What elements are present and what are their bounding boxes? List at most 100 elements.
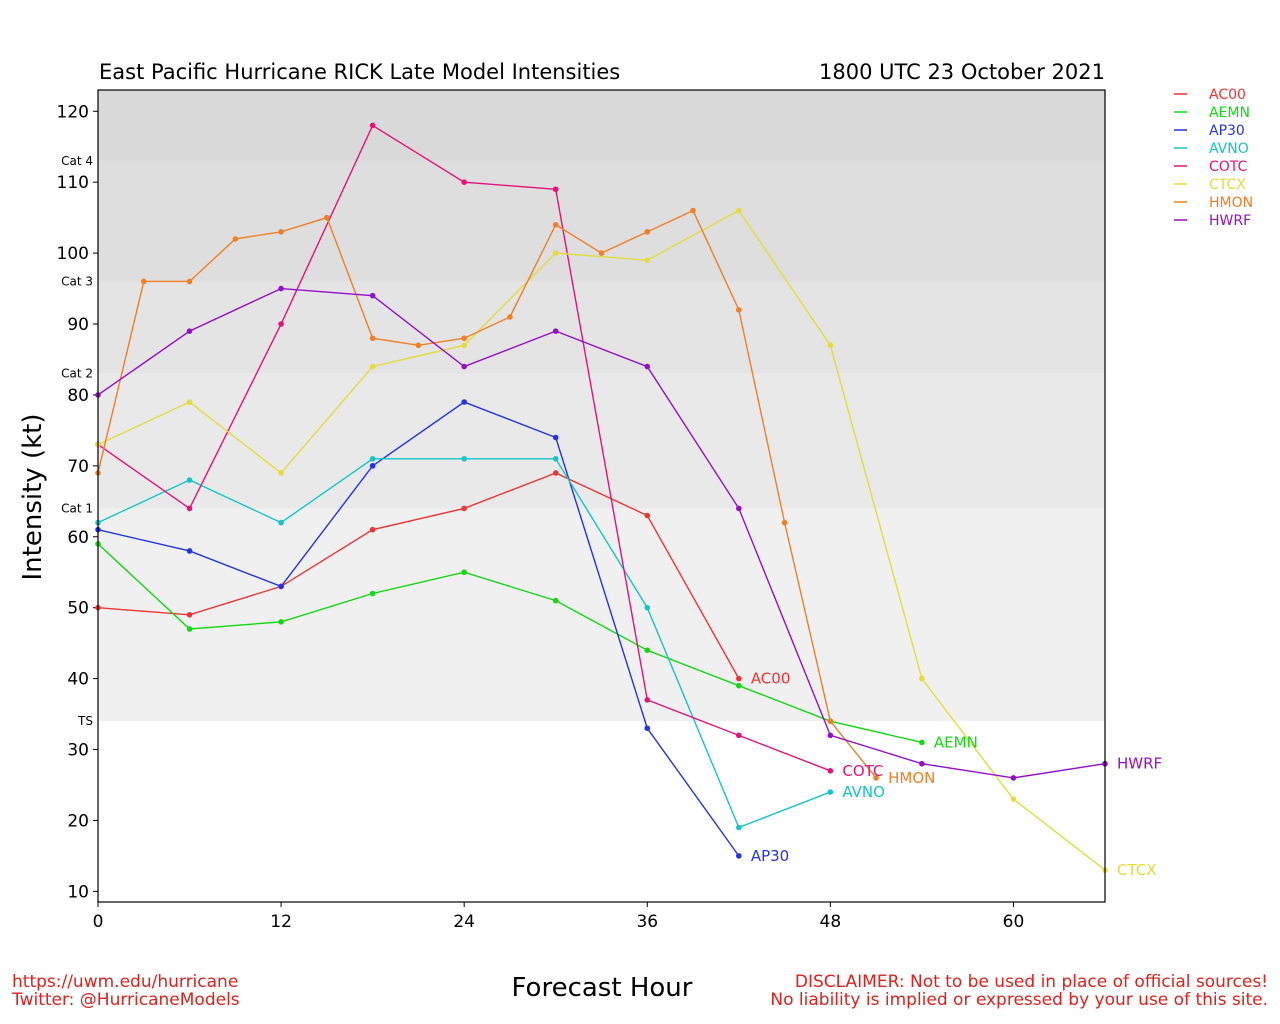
data-point-hmon [186, 278, 193, 285]
series-ap30 [95, 399, 742, 859]
x-tick-label: 24 [453, 912, 475, 932]
legend-label-ctcx: CTCX [1209, 177, 1246, 193]
y-tick-label: 110 [57, 173, 89, 193]
data-point-hmon [873, 775, 879, 781]
y-tick-label: 20 [67, 811, 89, 831]
series-cotc [95, 122, 834, 774]
data-point-ctcx [919, 675, 925, 682]
data-point-hmon [278, 229, 284, 235]
data-point-avno [552, 455, 559, 462]
category-labels: TS Cat 1 Cat 2 Cat 3 Cat 4 [61, 154, 93, 728]
data-point-hmon [690, 207, 696, 214]
footer-url-link[interactable]: https://uwm.edu/hurricane [12, 972, 239, 992]
category-label-cat-3: Cat 3 [61, 274, 93, 288]
series-line-hmon [97, 209, 877, 779]
data-point-hmon [598, 250, 605, 256]
x-tick-label: 60 [1003, 912, 1025, 932]
data-point-aemn [461, 569, 467, 576]
end-label-avno: AVNO [842, 783, 885, 801]
data-point-hmon [140, 278, 147, 285]
data-point-hwrf [1010, 775, 1017, 781]
data-point-hmon [552, 221, 559, 228]
data-point-hmon [781, 519, 788, 526]
data-point-ac00 [186, 611, 193, 618]
end-label-hmon: HMON [888, 769, 935, 787]
legend-label-ac00: AC00 [1209, 87, 1246, 103]
legend-label-hmon: HMON [1209, 195, 1253, 211]
x-tick-label: 12 [270, 912, 292, 932]
data-point-aemn [552, 597, 559, 604]
band-cat-3 [98, 160, 1105, 282]
data-point-ctcx [736, 207, 742, 214]
end-label-ap30: AP30 [751, 847, 789, 865]
data-point-aemn [369, 590, 376, 597]
data-point-avno [369, 455, 376, 462]
data-point-ctcx [186, 399, 193, 405]
data-point-aemn [186, 626, 193, 632]
data-point-hmon [415, 342, 422, 349]
axis-ticks: 10 20 30 40 50 60 70 80 90 100 110 120 0 12 24 36 48 60 [57, 102, 1025, 932]
series-line-hwrf [97, 287, 1106, 779]
end-label-ctcx: CTCX [1117, 861, 1157, 879]
data-point-ap30 [552, 434, 559, 441]
data-point-hmon [324, 214, 330, 221]
y-axis-label: Intensity (kt) [18, 414, 48, 581]
category-bands [98, 90, 1105, 722]
data-point-cotc [736, 732, 742, 739]
data-point-ac00 [552, 470, 559, 476]
data-point-ap30 [461, 399, 467, 405]
y-tick-label: 40 [67, 670, 89, 690]
disclaimer-line-1: DISCLAIMER: Not to be used in place of o… [794, 972, 1268, 992]
data-point-hwrf [827, 732, 834, 739]
series-line-ctcx [97, 209, 1106, 871]
chart-date: 1800 UTC 23 October 2021 [819, 60, 1105, 84]
data-point-hmon [461, 335, 467, 342]
data-point-aemn [278, 619, 284, 625]
y-tick-label: 120 [57, 102, 89, 122]
legend-label-cotc: COTC [1209, 159, 1248, 175]
data-point-avno [644, 604, 651, 611]
y-tick-label: 10 [67, 882, 89, 902]
data-point-avno [461, 455, 467, 462]
series-line-ac00 [97, 472, 740, 679]
data-point-avno [278, 519, 284, 526]
data-point-ctcx [644, 257, 651, 264]
x-tick-label: 36 [636, 912, 658, 932]
data-point-hwrf [278, 285, 284, 292]
series-end-labels: AC00 AEMN AP30 AVNO COTC CTCX HMON HWRF [751, 670, 1162, 879]
x-tick-label: 48 [820, 912, 842, 932]
data-point-cotc [552, 186, 559, 193]
disclaimer-line-2: No liability is implied or expressed by … [770, 990, 1268, 1010]
data-point-ap30 [186, 548, 193, 554]
plot-frame [97, 89, 1106, 903]
data-point-ac00 [644, 512, 651, 519]
data-point-hwrf [461, 363, 467, 370]
data-point-cotc [186, 505, 193, 512]
category-label-cat-1: Cat 1 [61, 501, 93, 515]
data-point-ctcx [827, 342, 834, 349]
data-point-aemn [736, 682, 742, 689]
data-point-ctcx [369, 363, 376, 370]
legend-label-ap30: AP30 [1209, 123, 1245, 139]
data-point-ap30 [369, 463, 376, 469]
category-label-cat-2: Cat 2 [61, 367, 93, 381]
y-tick-label: 80 [67, 386, 89, 406]
data-point-ap30 [278, 583, 284, 590]
data-point-hmon [369, 335, 376, 342]
y-tick-label: 70 [67, 457, 89, 477]
data-point-ctcx [461, 342, 467, 349]
y-tick-label: 50 [67, 599, 89, 619]
data-point-avno [736, 824, 742, 831]
legend-label-hwrf: HWRF [1209, 213, 1251, 229]
y-tick-label: 30 [67, 741, 89, 761]
legend-label-avno: AVNO [1209, 141, 1249, 157]
legend: AC00 AEMN AP30 AVNO COTC CTCX HMON HWRF [1174, 87, 1253, 229]
chart-title: East Pacific Hurricane RICK Late Model I… [99, 60, 620, 84]
footer-disclaimer: DISCLAIMER: Not to be used in place of o… [770, 973, 1268, 1009]
data-point-hwrf [186, 328, 193, 334]
series-line-aemn [97, 543, 923, 744]
data-point-cotc [369, 122, 376, 129]
footer-left: https://uwm.edu/hurricane Twitter: @Hurr… [12, 973, 240, 1009]
data-point-hwrf [644, 363, 651, 370]
